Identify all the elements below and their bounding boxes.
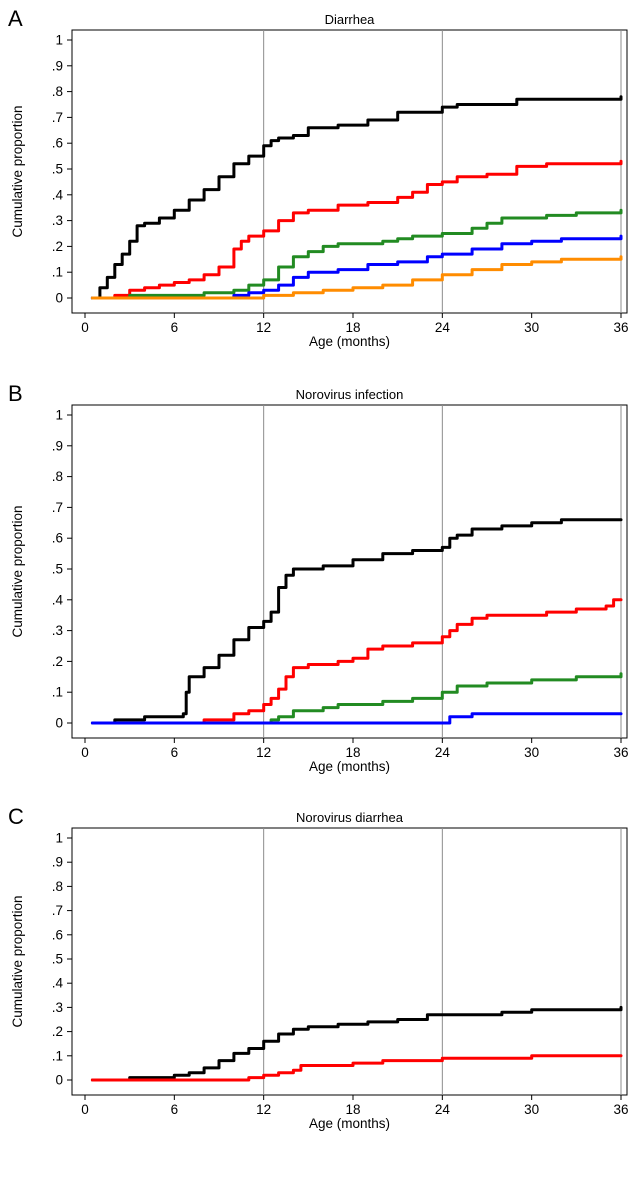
y-tick-label: .6 [52,531,63,546]
panel-a: A Diarrhea 0 6 12 18 24 30 36 0 .1 .2 .3 .4 .5 .6 .7 .8 .9… [8,6,629,349]
plot-frame [71,29,628,314]
y-tick-label: .7 [52,110,63,125]
y-tick-label: .2 [52,239,63,254]
y-tick-label: .4 [52,187,64,202]
y-tick-label: .4 [52,976,64,991]
x-tick-label: 6 [171,1102,179,1117]
y-tick-label: .5 [52,162,63,177]
x-tick-label: 36 [613,745,628,760]
x-axis-label: Age (months) [309,1116,390,1131]
series-line-3 [90,208,623,300]
y-tick-label: .8 [52,879,63,894]
panel-c: C Norovirus diarrhea 0 6 12 18 24 30 36 0 .1 .2 .3 .4… [8,804,629,1131]
y-tick-label: 0 [55,291,63,306]
x-tick-label: 24 [435,320,451,335]
x-tick-label: 30 [524,320,539,335]
series-line-2 [172,598,623,725]
plot-frame [71,404,628,739]
x-tick-label: 18 [345,320,360,335]
y-tick-label: .3 [52,1000,63,1015]
x-tick-label: 6 [171,320,179,335]
y-axis-label: Cumulative proportion [10,895,25,1027]
x-tick-label: 18 [345,745,360,760]
plot-frame [71,827,628,1096]
y-tick-label: .8 [52,469,63,484]
y-tick-label: .7 [52,903,63,918]
x-axis-label: Age (months) [309,759,390,774]
panel-letter: B [8,381,23,406]
y-tick-label: .9 [52,58,63,73]
x-tick-label: 36 [613,320,628,335]
y-tick-label: .9 [52,855,63,870]
y-tick-label: .1 [52,685,63,700]
series-line-3 [247,672,623,725]
series-line-2 [90,159,623,300]
x-tick-label: 18 [345,1102,360,1117]
y-tick-label: .6 [52,927,63,942]
y-tick-label: .5 [52,562,63,577]
series-line-4 [90,712,623,725]
y-tick-label: .9 [52,438,63,453]
series-line-1 [90,1005,623,1082]
series-line-5 [90,255,623,300]
series-line-1 [90,95,623,300]
y-tick-label: .8 [52,84,63,99]
x-tick-label: 0 [81,320,89,335]
x-tick-label: 12 [256,1102,271,1117]
y-tick-label: .6 [52,136,63,151]
y-tick-label: .1 [52,265,63,280]
panel-letter: C [8,804,24,829]
series-line-2 [90,1054,623,1082]
x-tick-label: 0 [81,1102,89,1117]
x-axis-label: Age (months) [309,334,390,349]
series-line-4 [90,234,623,300]
x-tick-label: 30 [524,1102,539,1117]
chart-title: Diarrhea [325,12,376,27]
y-tick-label: .5 [52,952,63,967]
y-axis-label: Cumulative proportion [10,105,25,237]
x-tick-label: 6 [171,745,179,760]
x-tick-label: 12 [256,745,271,760]
chart-title: Norovirus infection [296,387,404,402]
x-tick-label: 36 [613,1102,628,1117]
y-axis-label: Cumulative proportion [10,505,25,637]
y-tick-label: .3 [52,623,63,638]
y-tick-label: 0 [55,1073,63,1088]
x-tick-label: 24 [435,1102,451,1117]
panel-b: B Norovirus infection 0 6 12 18 24 30 36 0 .1 .2 .3.… [8,381,629,774]
y-tick-label: .2 [52,1024,63,1039]
y-tick-label: 0 [55,716,63,731]
y-tick-label: .3 [52,213,63,228]
y-tick-label: 1 [55,408,63,423]
y-tick-label: .4 [52,592,64,607]
x-tick-label: 0 [81,745,89,760]
x-tick-label: 30 [524,745,539,760]
x-tick-label: 24 [435,745,451,760]
y-tick-label: 1 [55,831,63,846]
chart-title: Norovirus diarrhea [296,810,404,825]
panel-letter: A [8,6,23,31]
y-tick-label: .2 [52,654,63,669]
y-tick-label: .7 [52,500,63,515]
x-tick-label: 12 [256,320,271,335]
y-tick-label: 1 [55,33,63,48]
y-tick-label: .1 [52,1048,63,1063]
series-line-1 [90,518,623,725]
